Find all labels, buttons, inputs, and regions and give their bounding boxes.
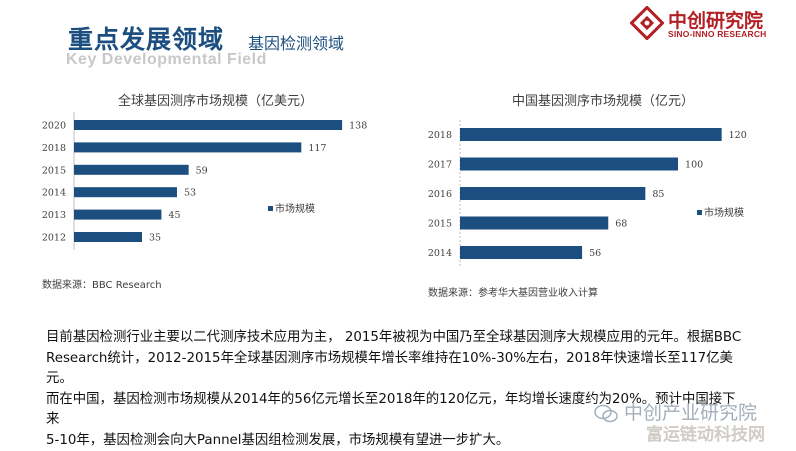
logo-name-en: SINO-INNO RESEARCH	[668, 29, 767, 39]
legend-swatch	[268, 206, 273, 211]
data-label: 117	[308, 143, 326, 154]
bar	[74, 210, 161, 220]
data-label: 35	[149, 233, 161, 244]
data-label: 120	[729, 130, 747, 141]
global-chart-title: 全球基因测序市场规模（亿美元）	[118, 90, 313, 109]
brand-logo: 中创研究院 SINO-INNO RESEARCH	[630, 4, 790, 44]
summary-line: Research统计，2012-2015年全球基因测序市场规模年增长率维持在10…	[46, 349, 746, 390]
logo-emblem-icon	[630, 6, 664, 40]
china-chart-source: 数据来源：参考华大基因营业收入计算	[428, 284, 598, 299]
y-tick-label: 2016	[428, 189, 452, 200]
global-chart-source: 数据来源：BBC Research	[42, 276, 162, 291]
page-title-english: Key Developmental Field	[66, 51, 267, 69]
global-market-chart: 2020 138 2018 117 2015 59 2014 53 2013 45 2012 35 市场…	[36, 108, 396, 258]
legend-swatch	[697, 210, 702, 215]
y-tick-label: 2015	[428, 219, 452, 230]
bar	[74, 165, 189, 175]
y-tick-label: 2018	[428, 130, 452, 141]
china-market-chart: 2018 120 2017 100 2016 85 2015 68 2014 56 市场规模	[420, 108, 790, 268]
bar	[74, 120, 342, 130]
bar	[460, 187, 645, 200]
y-tick-label: 2018	[42, 143, 66, 154]
data-label: 45	[168, 210, 180, 221]
data-label: 53	[184, 188, 196, 199]
y-tick-label: 2013	[42, 210, 66, 221]
y-tick-label: 2014	[428, 248, 452, 259]
y-tick-label: 2012	[42, 233, 66, 244]
summary-line: 目前基因检测行业主要以二代测序技术应用为主， 2015年被视为中国乃至全球基因测…	[46, 328, 746, 349]
legend-label: 市场规模	[275, 202, 315, 215]
watermark-secondary: 富运链动科技网	[646, 420, 765, 445]
data-label: 68	[615, 219, 627, 230]
bar	[460, 246, 582, 259]
data-label: 85	[652, 189, 664, 200]
bar	[74, 187, 177, 197]
y-tick-label: 2014	[42, 188, 66, 199]
data-label: 100	[685, 160, 703, 171]
bar	[74, 142, 301, 152]
data-label: 138	[349, 121, 367, 132]
bar	[460, 217, 608, 230]
wechat-icon	[594, 404, 618, 424]
y-tick-label: 2017	[428, 160, 452, 171]
bar	[460, 128, 722, 141]
bar	[74, 232, 142, 242]
data-label: 56	[589, 248, 601, 259]
china-chart-title: 中国基因测序市场规模（亿元）	[512, 90, 694, 109]
summary-paragraph: 目前基因检测行业主要以二代测序技术应用为主， 2015年被视为中国乃至全球基因测…	[46, 328, 746, 451]
y-tick-label: 2020	[42, 121, 66, 132]
bar	[460, 158, 678, 171]
y-tick-label: 2015	[42, 165, 66, 176]
summary-line: 5-10年，基因检测会向大Pannel基因组检测发展，市场规模有望进一步扩大。	[46, 431, 746, 451]
data-label: 59	[196, 165, 208, 176]
legend-label: 市场规模	[704, 206, 744, 219]
